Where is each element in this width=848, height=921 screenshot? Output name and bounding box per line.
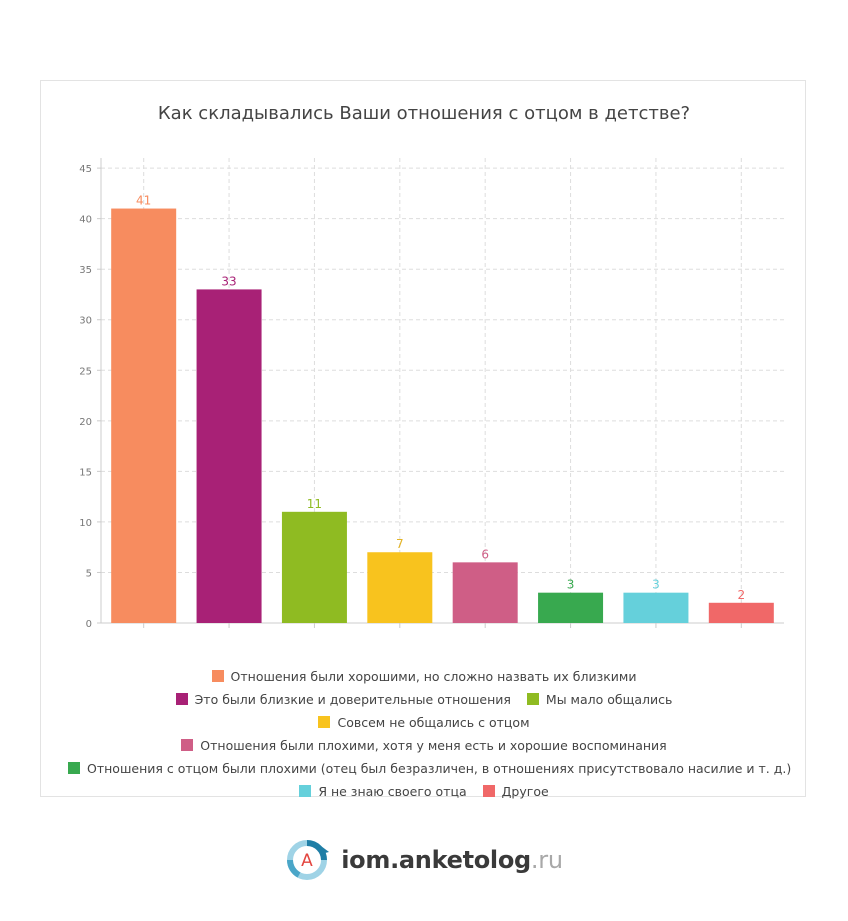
bar bbox=[367, 552, 433, 623]
legend-row: Отношения были хорошими, но сложно назва… bbox=[60, 665, 788, 688]
y-tick-label: 20 bbox=[79, 417, 92, 428]
bar-value-label: 33 bbox=[221, 274, 236, 288]
y-tick-label: 45 bbox=[79, 164, 92, 175]
bar-value-label: 6 bbox=[481, 547, 489, 561]
y-tick-label: 10 bbox=[79, 518, 92, 529]
y-tick-label: 15 bbox=[79, 467, 92, 478]
chart-legend: Отношения были хорошими, но сложно назва… bbox=[60, 665, 791, 803]
legend-swatch bbox=[299, 785, 312, 797]
legend-item[interactable]: Совсем не общались с отцом bbox=[318, 711, 530, 734]
legend-label: Совсем не общались с отцом bbox=[337, 715, 530, 730]
legend-label: Отношения были плохими, хотя у меня есть… bbox=[200, 738, 667, 753]
bar bbox=[452, 562, 518, 623]
bar-value-label: 41 bbox=[136, 194, 151, 208]
legend-label: Мы мало общались bbox=[545, 692, 673, 707]
logo-domain: iom.anketolog.ru bbox=[341, 846, 563, 874]
legend-swatch bbox=[211, 670, 224, 682]
legend-label: Я не знаю своего отца bbox=[318, 784, 467, 799]
legend-row: Отношения с отцом были плохими (отец был… bbox=[60, 757, 791, 780]
bar bbox=[538, 592, 604, 623]
legend-item[interactable]: Отношения были хорошими, но сложно назва… bbox=[211, 665, 637, 688]
legend-item[interactable]: Это были близкие и доверительные отношен… bbox=[175, 688, 511, 711]
bar-value-label: 11 bbox=[307, 497, 322, 511]
legend-row: Это были близкие и доверительные отношен… bbox=[60, 688, 788, 734]
legend-swatch bbox=[68, 762, 80, 774]
y-tick-label: 5 bbox=[86, 568, 92, 579]
legend-swatch bbox=[482, 785, 495, 797]
legend-item[interactable]: Я не знаю своего отца bbox=[299, 780, 467, 803]
y-tick-label: 30 bbox=[79, 316, 92, 327]
legend-label: Отношения с отцом были плохими (отец был… bbox=[87, 761, 792, 776]
legend-item[interactable]: Отношения с отцом были плохими (отец был… bbox=[68, 757, 791, 780]
anketolog-logo-icon: А bbox=[287, 840, 330, 880]
y-tick-label: 35 bbox=[79, 265, 92, 276]
bar bbox=[196, 289, 262, 623]
y-tick-label: 25 bbox=[79, 366, 92, 377]
legend-item[interactable]: Мы мало общались bbox=[526, 688, 673, 711]
bar-value-label: 3 bbox=[567, 578, 575, 592]
logo-domain-tld: .ru bbox=[530, 846, 563, 874]
legend-item[interactable]: Отношения были плохими, хотя у меня есть… bbox=[181, 734, 667, 757]
bar-value-label: 2 bbox=[737, 588, 745, 602]
legend-item[interactable]: Другое bbox=[482, 780, 549, 803]
legend-label: Это были близкие и доверительные отношен… bbox=[194, 692, 511, 707]
legend-row: Отношения были плохими, хотя у меня есть… bbox=[60, 734, 788, 757]
bar bbox=[111, 208, 177, 624]
legend-label: Отношения были хорошими, но сложно назва… bbox=[230, 669, 637, 684]
legend-swatch bbox=[175, 693, 188, 705]
bar bbox=[623, 592, 689, 623]
legend-swatch bbox=[318, 716, 331, 728]
bar-value-label: 7 bbox=[396, 537, 404, 551]
chart-title: Как складывались Ваши отношения с отцом … bbox=[157, 103, 691, 124]
bar bbox=[708, 602, 774, 623]
y-tick-label: 40 bbox=[79, 215, 92, 226]
bar bbox=[281, 511, 347, 623]
footer: А iom.anketolog.ru bbox=[0, 838, 848, 882]
legend-swatch bbox=[181, 739, 194, 751]
logo-letter: А bbox=[301, 851, 313, 871]
anketolog-logo[interactable]: А iom.anketolog.ru bbox=[285, 838, 563, 882]
legend-label: Другое bbox=[501, 784, 549, 799]
legend-row: Я не знаю своего отца Другое bbox=[60, 780, 788, 803]
legend-swatch bbox=[526, 693, 539, 705]
logo-domain-main: iom.anketolog bbox=[341, 846, 531, 874]
bar-value-label: 3 bbox=[652, 578, 660, 592]
y-tick-label: 0 bbox=[86, 619, 92, 630]
